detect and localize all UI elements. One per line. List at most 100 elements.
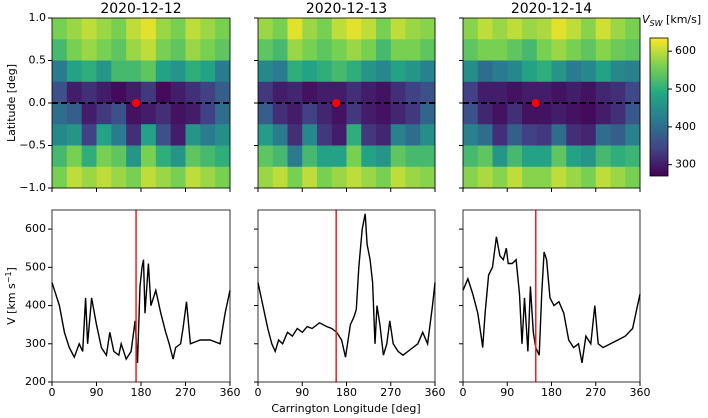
heatmap-cell — [96, 18, 112, 40]
heatmap-cell — [376, 60, 392, 83]
panel — [52, 18, 231, 189]
heatmap-cell — [610, 124, 626, 146]
heatmap-cell — [376, 124, 392, 146]
heatmap-cell — [258, 166, 274, 189]
heatmap-cell — [52, 166, 68, 189]
heatmap-cell — [126, 145, 142, 168]
heatmap-cell — [81, 18, 97, 40]
heatmap-cell — [287, 81, 303, 104]
heatmap-cell — [331, 103, 347, 125]
y-axis-label-end: ] — [5, 267, 18, 271]
heatmap-cell — [96, 124, 112, 146]
heatmap-cell — [96, 39, 112, 61]
y-axis-label-text: Latitude [deg] — [5, 64, 18, 142]
panel — [463, 18, 641, 189]
heatmap-cell — [477, 166, 493, 189]
heatmap-cell — [215, 39, 231, 61]
heatmap-cell — [170, 60, 186, 83]
heatmap-cell — [595, 103, 611, 125]
marker — [132, 99, 141, 107]
y-axis-label-sup: −1 — [4, 271, 13, 283]
heatmap-cell — [81, 103, 97, 125]
heatmap-cell — [317, 39, 333, 61]
heatmap-cell — [185, 124, 201, 146]
heatmap-cell — [566, 145, 582, 168]
heatmap-cell — [405, 81, 421, 104]
heatmap-cell — [566, 103, 582, 125]
y-tick-label: 0.5 — [29, 54, 47, 67]
x-tick-label: 360 — [425, 386, 446, 399]
y-axis-label-text: V [km s — [5, 283, 18, 325]
heatmap-cell — [317, 124, 333, 146]
heatmap-cell — [272, 166, 288, 189]
heatmap-cell — [215, 18, 231, 40]
heatmap-cell — [331, 145, 347, 168]
heatmap-cell — [215, 124, 231, 146]
heatmap-cell — [331, 18, 347, 40]
heatmap-cell — [551, 81, 567, 104]
x-tick-label: 90 — [295, 386, 309, 399]
heatmap-cell — [52, 103, 68, 125]
heatmap-cell — [317, 60, 333, 83]
heatmap-cell — [610, 103, 626, 125]
heatmap-cell — [522, 60, 538, 83]
heatmap-cell — [52, 39, 68, 61]
colorbar-symbol: V — [642, 13, 651, 26]
heatmap-cell — [317, 81, 333, 104]
heatmap-cell — [141, 18, 157, 40]
heatmap-cell — [66, 18, 83, 40]
heatmap-cell — [420, 103, 436, 125]
heatmap-cell — [155, 81, 172, 104]
chart-title: 2020-12-14 — [511, 1, 592, 17]
heatmap-cell — [536, 60, 552, 83]
heatmap-cell — [155, 124, 172, 146]
heatmap-cell — [522, 166, 538, 189]
heatmap-cell — [522, 81, 538, 104]
heatmap-cell — [331, 39, 347, 61]
heatmap-cell — [581, 18, 597, 40]
colorbar-tick-label: 300 — [675, 158, 696, 171]
y-tick-label: 400 — [25, 299, 46, 312]
x-tick-label: 0 — [49, 386, 56, 399]
x-axis-label: Carrington Longitude [deg] — [271, 402, 420, 415]
heatmap-cell — [390, 81, 406, 104]
heatmap-cell — [215, 60, 231, 83]
heatmap-cell — [346, 166, 362, 189]
heatmap-cell — [302, 60, 318, 83]
heatmap-cell — [420, 145, 436, 168]
heatmap-cell — [595, 124, 611, 146]
heatmap-cell — [390, 18, 406, 40]
heatmap-cell — [215, 145, 231, 168]
heatmap-cell — [595, 81, 611, 104]
heatmap-cell — [581, 166, 597, 189]
heatmap-cell — [463, 39, 479, 61]
heatmap-cell — [185, 103, 201, 125]
heatmap-cell — [272, 103, 288, 125]
heatmap-cell — [625, 81, 641, 104]
heatmap-cell — [390, 145, 406, 168]
heatmap-cell — [361, 60, 377, 83]
heatmap-cell — [66, 60, 83, 83]
heatmap-cell — [420, 39, 436, 61]
heatmap-cell — [66, 145, 83, 168]
panel — [51, 210, 231, 382]
colorbar-tick-label: 600 — [675, 44, 696, 57]
heatmap-cell — [405, 166, 421, 189]
heatmap-cell — [185, 39, 201, 61]
heatmap-cell — [258, 124, 274, 146]
heatmap-cell — [507, 39, 523, 61]
heatmap-cell — [141, 60, 157, 83]
heatmap-cell — [420, 18, 436, 40]
heatmap-cell — [317, 103, 333, 125]
heatmap-cell — [522, 103, 538, 125]
heatmap-cell — [287, 124, 303, 146]
heatmap-cell — [566, 39, 582, 61]
y-tick-label: 200 — [25, 375, 46, 388]
heatmap-cell — [185, 166, 201, 189]
heatmap-cell — [492, 60, 508, 83]
heatmap-cell — [346, 39, 362, 61]
heatmap-cell — [507, 81, 523, 104]
heatmap-cell — [111, 166, 127, 189]
heatmap-cell — [566, 81, 582, 104]
colorbar-tick-label: 500 — [675, 82, 696, 95]
